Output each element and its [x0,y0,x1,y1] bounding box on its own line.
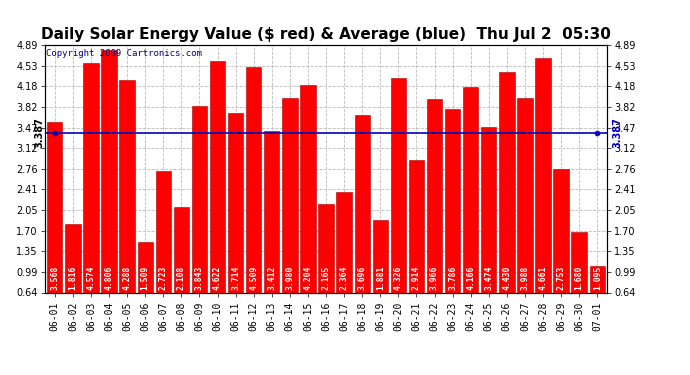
Bar [83,63,99,330]
Bar [174,207,189,330]
Text: 3.696: 3.696 [357,266,366,290]
Bar [137,242,153,330]
Text: 3.412: 3.412 [267,266,276,290]
Text: 4.622: 4.622 [213,266,222,290]
Text: 1.680: 1.680 [575,266,584,290]
Bar [408,160,424,330]
Bar [373,220,388,330]
Bar [192,106,207,330]
Bar [228,114,244,330]
Bar [300,85,315,330]
Text: 3.714: 3.714 [231,266,240,290]
Text: Copyright 2009 Cartronics.com: Copyright 2009 Cartronics.com [46,49,202,58]
Text: 4.661: 4.661 [538,266,547,290]
Bar [355,114,370,330]
Text: 2.165: 2.165 [322,266,331,290]
Text: 3.843: 3.843 [195,266,204,290]
Bar [481,128,496,330]
Bar [589,266,605,330]
Bar [210,61,225,330]
Bar [337,192,352,330]
Bar [282,98,297,330]
Text: 3.966: 3.966 [430,266,439,290]
Title: Daily Solar Energy Value ($ red) & Average (blue)  Thu Jul 2  05:30: Daily Solar Energy Value ($ red) & Avera… [41,27,611,42]
Text: 4.326: 4.326 [394,266,403,290]
Text: 3.568: 3.568 [50,266,59,290]
Text: 4.204: 4.204 [304,266,313,290]
Bar [445,109,460,330]
Text: 4.166: 4.166 [466,266,475,290]
Bar [391,78,406,330]
Bar [518,98,533,330]
Bar [246,67,262,330]
Text: 1.816: 1.816 [68,266,77,290]
Text: 3.786: 3.786 [448,266,457,290]
Text: 2.108: 2.108 [177,266,186,290]
Bar [101,50,117,330]
Text: 4.430: 4.430 [502,266,511,290]
Text: 2.723: 2.723 [159,266,168,290]
Text: 2.753: 2.753 [557,266,566,290]
Bar [47,122,63,330]
Bar [65,224,81,330]
Bar [427,99,442,330]
Text: 3.988: 3.988 [520,266,529,290]
Bar [463,87,478,330]
Text: 3.980: 3.980 [286,266,295,290]
Bar [318,204,334,330]
Bar [264,131,279,330]
Bar [499,72,515,330]
Text: 1.881: 1.881 [376,266,385,290]
Text: 2.364: 2.364 [339,266,348,290]
Bar [535,58,551,330]
Text: 1.509: 1.509 [141,266,150,290]
Text: 3.474: 3.474 [484,266,493,290]
Text: 4.509: 4.509 [249,266,258,290]
Text: 1.095: 1.095 [593,266,602,290]
Text: 4.574: 4.574 [86,266,95,290]
Bar [156,171,171,330]
Text: 3.387: 3.387 [35,117,45,148]
Bar [571,232,587,330]
Bar [119,80,135,330]
Text: 3.387: 3.387 [613,117,623,148]
Text: 4.806: 4.806 [105,266,114,290]
Text: 4.288: 4.288 [123,266,132,290]
Text: 2.914: 2.914 [412,266,421,290]
Bar [553,170,569,330]
